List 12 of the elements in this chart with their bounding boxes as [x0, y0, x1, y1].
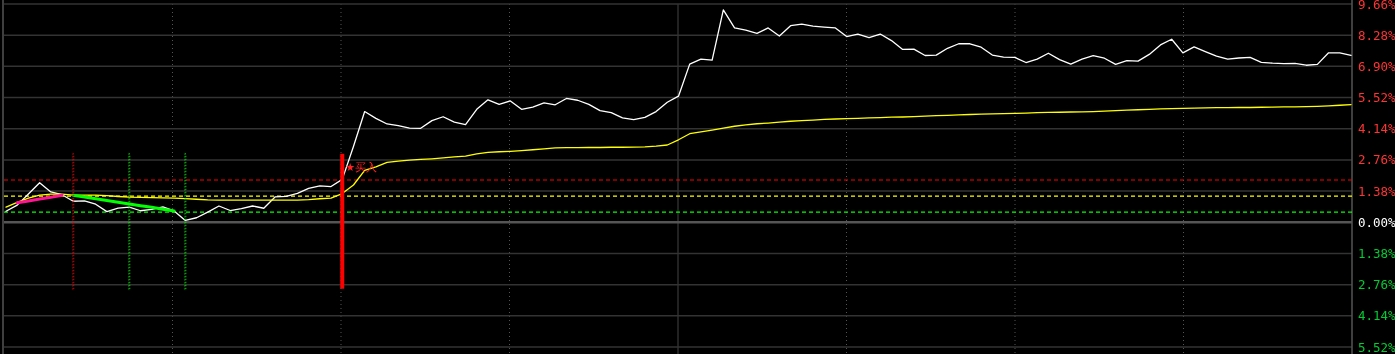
y-tick-label: 2.76%	[1358, 277, 1395, 293]
y-tick-label: 6.90%	[1358, 58, 1395, 74]
y-tick-label: 8.28%	[1358, 27, 1395, 43]
y-tick-label: 4.14%	[1358, 308, 1395, 324]
y-tick-label: 2.76%	[1358, 152, 1395, 168]
y-tick-label: 1.38%	[1358, 183, 1395, 199]
y-tick-label: 4.14%	[1358, 121, 1395, 137]
y-tick-label: 9.66%	[1358, 0, 1395, 12]
y-tick-label: 5.52%	[1358, 90, 1395, 106]
y-tick-label: 5.52%	[1358, 339, 1395, 354]
y-tick-label: 0.00%	[1358, 214, 1395, 230]
y-tick-label: 1.38%	[1358, 245, 1395, 261]
